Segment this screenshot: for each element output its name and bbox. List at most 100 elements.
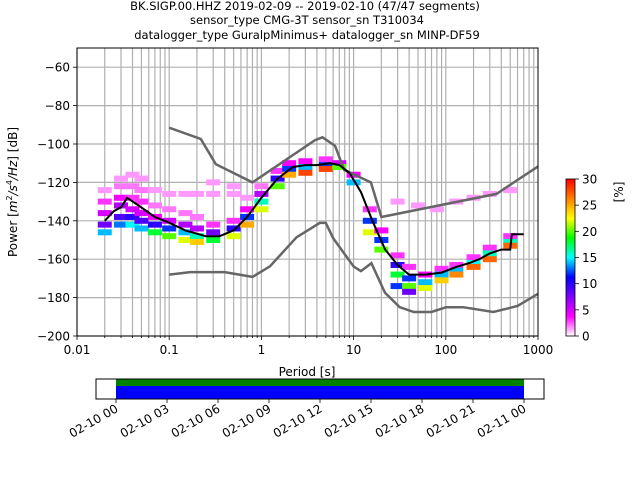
pdf-cell: [162, 217, 177, 224]
colorbar-tick-label: 0: [582, 330, 590, 344]
title-line-3: datalogger_type GuralpMinimus+ datalogge…: [134, 28, 480, 42]
pdf-cell: [162, 206, 177, 213]
nhnm-line: [168, 126, 538, 219]
pdf-cell: [206, 229, 221, 236]
timeline-tick-label: 02-10 06: [169, 401, 223, 440]
pdf-cell: [298, 169, 313, 176]
pdf-cell: [318, 162, 333, 169]
pdf-cell: [298, 164, 313, 171]
pdf-cell: [134, 225, 149, 232]
x-tick-label: 1000: [523, 343, 554, 357]
y-label-part: /Hz: [6, 160, 20, 181]
timeline-tick-label: 02-10 03: [118, 401, 172, 440]
pdf-cell: [374, 246, 389, 253]
coverage-bar-segments: [116, 379, 524, 386]
pdf-cell: [97, 221, 112, 228]
pdf-cell: [298, 158, 313, 165]
x-axis-label: Period [s]: [279, 365, 336, 379]
y-label-part: Power [: [6, 212, 20, 257]
title-line-1: BK.SIGP.00.HHZ 2019-02-09 -- 2019-02-10 …: [130, 0, 480, 13]
timeline-tick-label: 02-10 18: [373, 401, 427, 440]
pdf-cell: [482, 256, 497, 263]
pdf-cell: [254, 198, 269, 205]
pdf-cell: [429, 206, 444, 213]
timeline-tick-label: 02-10 21: [424, 401, 478, 440]
pdf-cell: [318, 156, 333, 163]
pdf-cell: [178, 210, 193, 217]
y-label-part: m: [6, 201, 20, 213]
pdf-cell: [206, 221, 221, 228]
colorbar-gradient: [565, 178, 576, 337]
y-label-part: /s: [6, 185, 20, 196]
y-tick-label: −160: [37, 253, 70, 267]
pdf-cell: [482, 190, 497, 197]
y-axis-ticks: −60 −80 −100 −120 −140 −160 −180 −200: [37, 61, 77, 344]
pdf-cell: [125, 171, 140, 178]
pdf-cell: [189, 225, 204, 232]
colorbar-tick-label: 10: [582, 277, 597, 291]
pdf-cell: [332, 160, 347, 167]
pdf-cell: [97, 210, 112, 217]
pdf-cell: [226, 217, 241, 224]
pdf-cell: [282, 171, 297, 178]
pdf-cell: [449, 261, 464, 268]
pdf-cell: [97, 198, 112, 205]
pdf-cell: [113, 221, 128, 228]
pdf-cell: [240, 194, 255, 201]
x-tick-label: 0.1: [160, 343, 179, 357]
pdf-cell: [402, 288, 417, 295]
timeline-tick-label: 02-11 00: [475, 401, 529, 440]
colorbar-tick-label: 20: [582, 225, 597, 239]
pdf-cell: [466, 263, 481, 270]
pdf-cell: [134, 187, 149, 194]
pdf-cell: [226, 233, 241, 240]
chart-title: BK.SIGP.00.HHZ 2019-02-09 -- 2019-02-10 …: [130, 0, 480, 42]
pdf-cell: [125, 194, 140, 201]
pdf-cell: [134, 175, 149, 182]
pdf-cell: [449, 271, 464, 278]
pdf-cell: [147, 221, 162, 228]
pdf-cell: [418, 279, 433, 286]
pdf-cell: [362, 206, 377, 213]
pdf-cell: [125, 206, 140, 213]
pdf-cell: [418, 285, 433, 291]
timeline-tick-label: 02-10 09: [220, 401, 274, 440]
pdf-cell: [97, 229, 112, 236]
pdf-cell: [189, 213, 204, 220]
x-tick-label: 1: [258, 343, 266, 357]
pdf-cell: [189, 190, 204, 197]
pdf-cell: [113, 202, 128, 209]
pdf-cell: [206, 179, 221, 186]
pdf-cell: [189, 238, 204, 245]
colorbar-tick-label: 25: [582, 199, 597, 213]
colorbar-tick-label: 30: [582, 173, 597, 187]
y-tick-label: −100: [37, 138, 70, 152]
pdf-cell: [178, 221, 193, 228]
pdf-cell: [226, 225, 241, 232]
median-line: [104, 162, 524, 276]
colorbar: 0 5 10 15 20 25 30 [%]: [565, 173, 626, 344]
pdf-cell: [374, 227, 389, 234]
pdf-cell: [125, 221, 140, 228]
median-polyline: [104, 162, 524, 276]
pdf-cell: [402, 275, 417, 282]
pdf-cell: [189, 233, 204, 240]
pdf-cell: [240, 206, 255, 213]
y-tick-label: −80: [45, 99, 70, 113]
pdf-cell: [206, 190, 221, 197]
pdf-cell: [332, 164, 347, 171]
x-tick-label: 10: [346, 343, 361, 357]
y-tick-label: −140: [37, 214, 70, 228]
x-tick-label: 100: [434, 343, 457, 357]
pdf-cell: [270, 167, 285, 174]
timeline-tick-label: 02-10 15: [322, 401, 376, 440]
pdf-cell: [113, 213, 128, 220]
pdf-cell: [434, 271, 449, 278]
y-label-part: ] [dB]: [6, 127, 20, 161]
pdf-cell: [270, 183, 285, 190]
pdf-cell: [411, 202, 426, 209]
pdf-cell: [503, 187, 518, 194]
